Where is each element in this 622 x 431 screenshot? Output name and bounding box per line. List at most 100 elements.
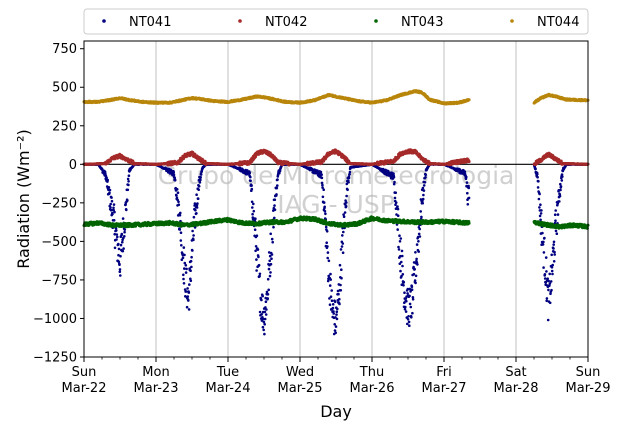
NT041-point-978 [329, 272, 332, 276]
NT041-point-119 [112, 203, 116, 206]
NT041-point-1597 [549, 280, 553, 283]
NT041-point-1599 [550, 253, 553, 257]
NT041-point-373 [176, 191, 180, 194]
NT041-point-370 [175, 188, 179, 191]
NT041-point-1587 [547, 279, 550, 283]
NT041-point-1021 [340, 268, 343, 272]
NT041-point-1032 [342, 215, 346, 218]
NT041-point-152 [121, 240, 124, 244]
NT041-point-1344 [421, 201, 425, 205]
NT041-point-394 [182, 273, 185, 277]
watermark-line-2: IAG - USP [277, 190, 395, 219]
NT041-point-1272 [403, 291, 406, 295]
NT041-point-417 [187, 308, 191, 311]
NT041-point-1323 [416, 263, 419, 266]
NT041-point-1521 [466, 191, 469, 195]
NT041-point-1542 [536, 172, 539, 176]
NT041-point-1568 [542, 251, 546, 254]
NT041-point-1573 [543, 277, 547, 280]
NT041-point-106 [109, 202, 112, 206]
NT041-point-120 [112, 219, 116, 222]
NT041-point-1610 [553, 250, 556, 254]
NT041-point-176 [127, 183, 130, 187]
NT041-point-1332 [418, 227, 422, 231]
NT041-point-720 [264, 306, 267, 309]
NT041-point-1346 [421, 197, 425, 201]
NT041-point-1593 [548, 301, 552, 305]
NT041-point-142 [118, 270, 122, 274]
NT041-point-666 [250, 187, 254, 191]
NT041-point-765 [275, 186, 279, 190]
NT041-point-447 [195, 193, 198, 196]
NT041-point-716 [263, 332, 266, 336]
NT041-point-1042 [345, 194, 348, 198]
NT041-point-997 [333, 300, 337, 304]
NT041-point-382 [179, 211, 182, 215]
NT041-point-1010 [337, 292, 340, 296]
NT041-point-449 [195, 206, 199, 209]
NT041-point-101 [108, 191, 111, 194]
NT041-point-752 [272, 225, 275, 229]
NT041-point-1603 [551, 263, 554, 267]
NT041-point-178 [127, 174, 131, 177]
NT041-point-764 [275, 193, 278, 196]
NT041-point-404 [184, 264, 188, 267]
NT041-point-1268 [402, 284, 405, 287]
NT041-point-1629 [558, 200, 561, 203]
NT041-point-672 [252, 202, 255, 206]
NT041-point-162 [123, 228, 127, 231]
NT041-point-1040 [344, 204, 348, 208]
NT041-point-1570 [543, 236, 546, 240]
NT041-point-1567 [542, 266, 545, 269]
NT041-point-117 [112, 206, 115, 210]
NT041-point-465 [199, 173, 203, 176]
NT041-point-1250 [397, 248, 401, 251]
NT041-point-172 [126, 199, 129, 202]
NT041-point-138 [117, 260, 121, 264]
NT041-point-1355 [424, 176, 427, 179]
NT041-point-442 [194, 208, 197, 212]
NT041-point-1339 [420, 215, 423, 219]
NT041-point-661 [249, 179, 252, 183]
NT041-point-778 [278, 169, 282, 173]
NT041-point-747 [270, 237, 274, 241]
NT041-point-128 [115, 229, 118, 232]
NT041-point-108 [109, 208, 113, 212]
NT041-point-1285 [406, 287, 410, 291]
NT041-point-755 [273, 216, 276, 220]
NT041-point-989 [331, 303, 335, 306]
NT041-point-1327 [417, 240, 420, 243]
NT041-point-999 [334, 331, 338, 335]
NT041-point-1036 [343, 211, 347, 214]
NT041-point-963 [325, 241, 329, 244]
NT041-point-362 [173, 179, 177, 182]
NT041-point-971 [327, 274, 331, 278]
NT041-point-405 [184, 271, 188, 274]
NT041-point-150 [120, 232, 124, 236]
NT041-point-1274 [403, 307, 407, 311]
NT041-point-463 [199, 176, 202, 179]
NT041-point-1579 [545, 299, 548, 303]
NT041-point-414 [187, 299, 190, 302]
NT041-point-740 [269, 271, 272, 274]
NT041-point-669 [251, 212, 254, 216]
NT041-point-1557 [539, 212, 543, 215]
NT041-point-945 [320, 181, 324, 185]
NT041-point-426 [190, 265, 193, 269]
NT041-point-1347 [422, 193, 425, 197]
NT041-point-462 [199, 178, 202, 182]
NT041-point-943 [320, 173, 323, 176]
NT041-point-1004 [335, 317, 339, 321]
NT041-point-396 [182, 246, 186, 249]
NT041-point-384 [179, 239, 183, 242]
NT041-point-1236 [394, 203, 397, 206]
NT041-point-1554 [539, 203, 542, 206]
NT041-point-1315 [414, 251, 417, 254]
NT041-point-719 [263, 317, 267, 321]
NT041-point-435 [192, 234, 195, 237]
NT041-point-965 [325, 230, 329, 233]
NT041-point-733 [267, 288, 271, 292]
NT041-point-737 [268, 259, 272, 263]
NT041-point-1234 [393, 196, 397, 200]
